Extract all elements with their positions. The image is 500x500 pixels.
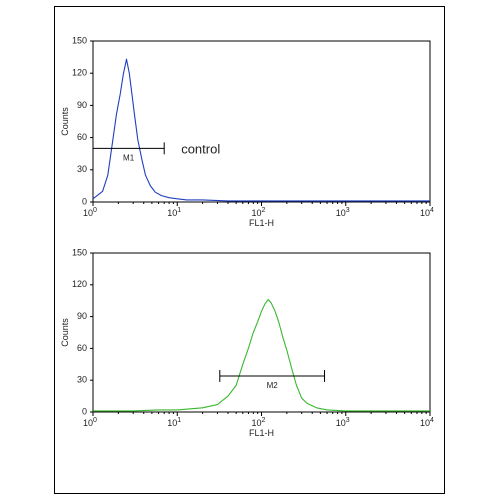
histogram-panel-2: 0 30 60 90 120 150 100 101 102 103 104 FL1-H Counts M… [60,247,434,438]
y-axis-title: Counts [60,318,70,347]
y-tick-label: 30 [77,375,87,385]
x-tick-label: 103 [336,207,350,218]
y-tick-label: 60 [77,132,87,142]
x-tick-label: 100 [83,417,97,428]
gate-label: M2 [267,381,279,390]
y-tick-label: 0 [82,196,87,206]
histogram-line [92,58,430,202]
y-tick-label: 90 [77,311,87,321]
y-tick-label: 30 [77,164,87,174]
figure-frame [54,6,445,494]
histogram-panel-1: 0 30 60 90 120 150 100 101 102 103 104 FL1-H Counts M… [60,35,434,228]
y-axis-title: Counts [60,107,70,136]
y-tick-label: 120 [72,279,87,289]
x-axis-title: FL1-H [249,218,274,228]
y-tick-label: 120 [72,68,87,78]
control-annotation: control [181,141,220,156]
x-tick-label: 101 [167,417,181,428]
plot-area [92,40,431,203]
x-tick-label: 101 [167,207,181,218]
x-tick-label: 104 [420,207,434,218]
y-tick-label: 60 [77,343,87,353]
x-tick-label: 100 [83,207,97,218]
x-tick-label: 104 [420,417,434,428]
gate-label: M1 [123,153,135,162]
plot-area [92,252,431,413]
x-tick-label: 103 [336,417,350,428]
y-tick-label: 0 [82,406,87,416]
y-tick-label: 90 [77,100,87,110]
y-tick-label: 150 [72,247,87,257]
x-axis-title: FL1-H [249,428,274,438]
y-tick-label: 150 [72,35,87,45]
x-tick-label: 102 [252,207,266,218]
x-tick-label: 102 [252,417,266,428]
histogram-line [93,299,430,412]
